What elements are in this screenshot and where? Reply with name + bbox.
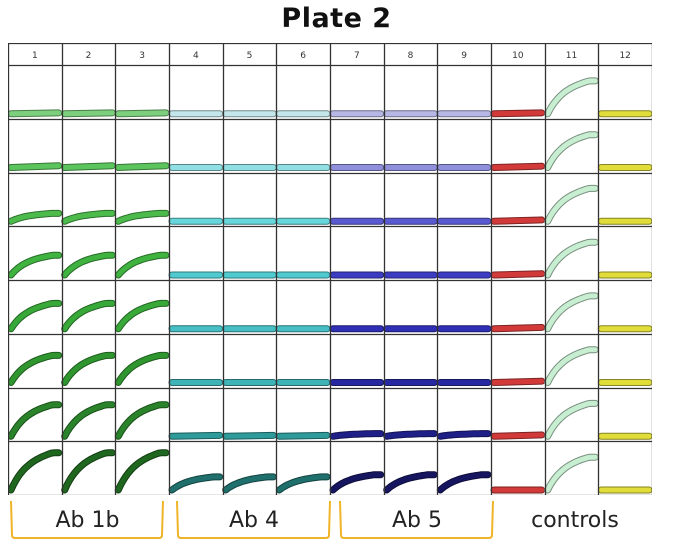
well-curve [490,162,546,171]
plate-grid: 1 2 3 4 5 6 7 8 9 10 11 12 [8,43,652,495]
chart-title: Plate 2 [281,3,392,34]
well-curve [275,431,331,440]
well-curve [61,401,116,440]
well-curve [61,109,116,118]
column-header: 1 [32,51,38,61]
bracket-ab1b [10,500,164,539]
well-curve [114,449,170,494]
column-header: 6 [300,51,306,61]
well-curve [114,299,170,333]
well-curve [490,431,546,440]
well-curve [114,401,170,440]
well-curve [114,109,170,118]
well-curve [275,473,331,494]
well-curve [8,299,63,333]
well-curve [490,270,546,279]
well-curve [8,449,63,494]
well-curve [544,346,599,386]
well-curve [544,184,599,225]
well-curve [8,109,63,118]
well-curve [544,292,599,333]
well-curve [8,162,63,171]
well-curve [383,471,438,494]
well-curve [544,399,599,440]
well-curve [8,401,63,440]
column-header: 9 [461,51,467,61]
column-header: 8 [408,51,414,61]
well-curve [114,209,170,225]
well-curve [544,453,599,494]
bracket-ab5 [339,500,494,539]
group-label-controls: controls [531,508,619,533]
well-curve [490,216,546,225]
well-curve [436,430,492,440]
well-curve [8,351,63,386]
well-curve [544,77,599,118]
well-curve [114,251,170,279]
group-label-ab5: Ab 5 [391,508,442,533]
well-curve [8,251,63,279]
well-curve [544,238,599,279]
well-curve [222,431,277,440]
well-curve [490,377,546,386]
well-curve [490,109,546,118]
well-curve [222,473,277,494]
well-curve [544,131,599,171]
well-curve [8,209,63,225]
well-curve [61,162,116,171]
group-brackets [10,500,494,539]
well-curve [329,471,385,494]
well-curve [61,299,116,333]
column-header: 7 [354,51,360,61]
group-label-ab4: Ab 4 [228,508,279,533]
well-curve [383,430,438,440]
well-curve [61,449,116,494]
column-header: 4 [193,51,199,61]
well-curve [168,473,224,494]
column-header: 11 [566,51,577,61]
column-header: 10 [512,51,524,61]
well-curve [329,430,385,440]
column-header: 2 [86,51,92,61]
bracket-ab4 [176,500,331,539]
column-header: 12 [619,51,630,61]
well-curve [490,323,546,333]
well-curve [168,431,224,440]
plate-grid-svg: 1 2 3 4 5 6 7 8 9 10 11 12 [8,43,652,495]
column-header: 3 [139,51,145,61]
well-curve [61,251,116,279]
column-header: 5 [247,51,253,61]
well-curve [114,162,170,171]
well-curve [61,209,116,225]
well-curve [114,351,170,386]
grid-lines [8,43,652,495]
group-label-ab1b: Ab 1b [55,508,120,533]
well-curve [61,351,116,386]
well-curve [436,471,492,494]
